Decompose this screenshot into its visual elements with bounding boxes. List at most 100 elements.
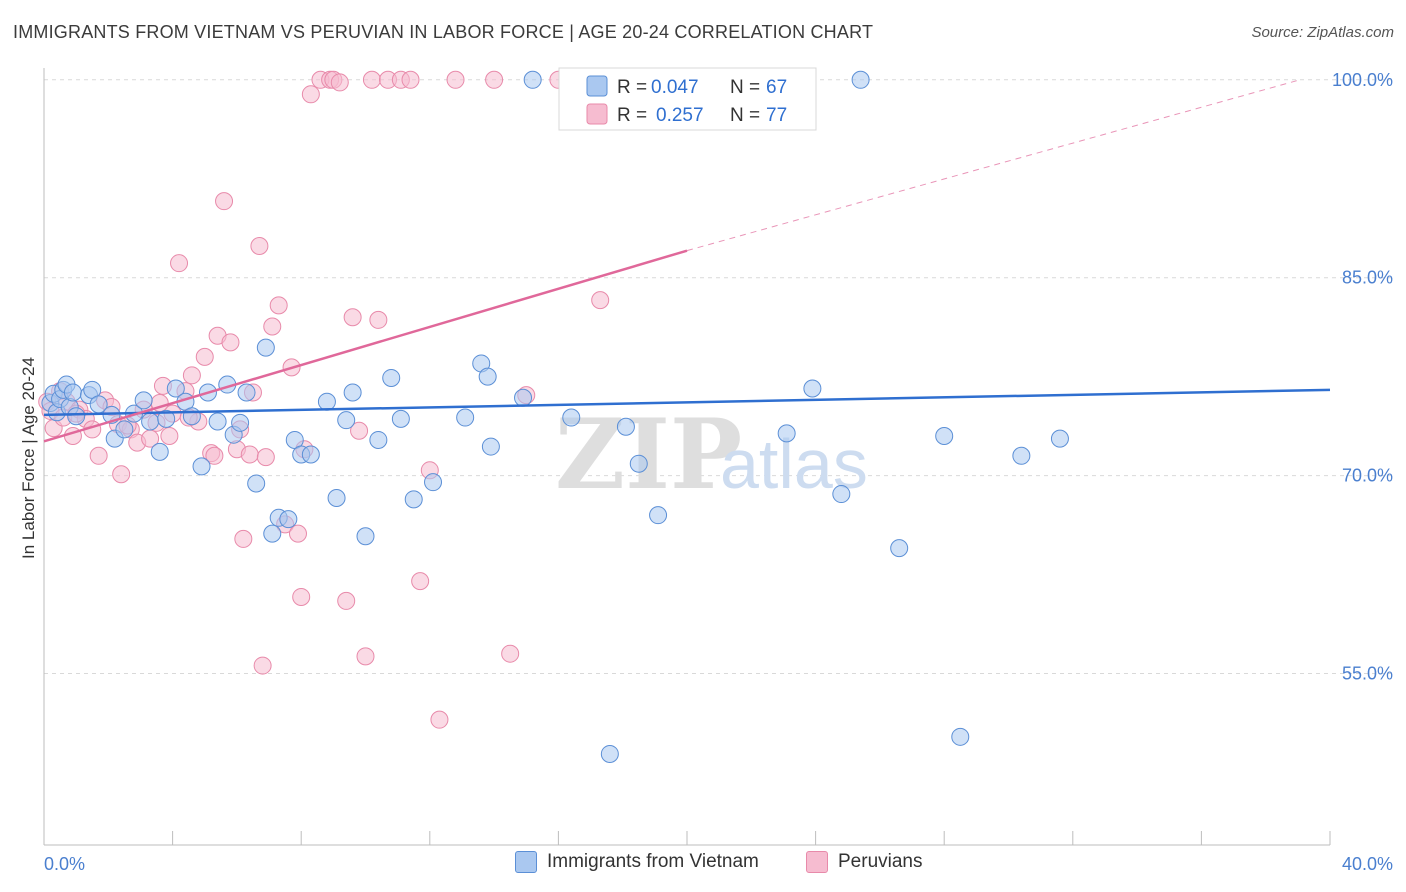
data-point-vietnam (404, 490, 423, 509)
data-point-peruvians (263, 317, 282, 336)
data-point-vietnam (337, 411, 356, 430)
data-point-vietnam (208, 412, 227, 431)
data-point-peruvians (485, 70, 504, 89)
data-point-peruvians (215, 192, 234, 211)
legend-r-value: 0.257 (656, 105, 704, 126)
data-point-vietnam (134, 391, 153, 410)
legend-swatch-peruvians (806, 851, 828, 873)
y-axis-label: In Labor Force | Age 20-24 (19, 357, 38, 559)
legend-n-value: 77 (766, 105, 787, 126)
data-point-vietnam (832, 485, 851, 504)
data-point-peruvians (292, 587, 311, 606)
legend-item-vietnam: Immigrants from Vietnam (515, 851, 759, 873)
data-point-vietnam (327, 489, 346, 508)
legend-swatch-vietnam (586, 75, 608, 97)
x-tick-labels: 0.0% 40.0% (44, 854, 1393, 874)
data-point-vietnam (247, 474, 266, 493)
data-point-vietnam (391, 409, 410, 428)
data-point-vietnam (629, 454, 648, 473)
data-point-peruvians (330, 73, 349, 92)
vietnam-points (41, 70, 1069, 763)
legend-r-label: R = (617, 77, 647, 98)
legend-label-vietnam: Immigrants from Vietnam (547, 851, 759, 872)
data-point-vietnam (141, 412, 160, 431)
data-point-peruvians (501, 644, 520, 663)
data-point-vietnam (63, 383, 82, 402)
data-point-vietnam (935, 427, 954, 446)
data-point-peruvians (195, 347, 214, 366)
y-tick-label: 100.0% (1332, 70, 1393, 90)
grid-lines (44, 79, 1392, 674)
data-point-peruvians (362, 70, 381, 89)
legend-swatch-vietnam (515, 851, 537, 873)
data-point-vietnam (1050, 429, 1069, 448)
data-point-vietnam (256, 338, 275, 357)
data-point-peruvians (269, 296, 288, 315)
data-point-vietnam (478, 367, 497, 386)
data-point-peruvians (301, 85, 320, 104)
data-point-vietnam (851, 70, 870, 89)
data-point-vietnam (301, 445, 320, 464)
data-point-vietnam (600, 744, 619, 763)
data-point-peruvians (369, 310, 388, 329)
data-point-peruvians (343, 308, 362, 327)
data-point-peruvians (288, 524, 307, 543)
data-point-vietnam (115, 420, 134, 439)
y-tick-label: 85.0% (1342, 268, 1393, 288)
trend-lines (43, 79, 1331, 443)
data-point-vietnam (192, 457, 211, 476)
y-tick-label: 55.0% (1342, 663, 1393, 683)
legend-item-peruvians: Peruvians (806, 851, 923, 873)
data-point-vietnam (523, 70, 542, 89)
chart-title: IMMIGRANTS FROM VIETNAM VS PERUVIAN IN L… (13, 22, 874, 42)
data-point-peruvians (256, 448, 275, 467)
data-point-vietnam (424, 473, 443, 492)
data-point-peruvians (250, 237, 269, 256)
data-point-vietnam (890, 539, 909, 558)
data-point-vietnam (356, 527, 375, 546)
data-point-vietnam (562, 408, 581, 427)
x-tick-label: 0.0% (44, 854, 85, 874)
data-point-vietnam (1012, 446, 1031, 465)
data-point-vietnam (649, 506, 668, 525)
data-point-peruvians (112, 465, 131, 484)
data-point-vietnam (456, 408, 475, 427)
data-point-peruvians (160, 427, 179, 446)
data-point-vietnam (150, 442, 169, 461)
data-point-vietnam (777, 424, 796, 443)
watermark-zip: ZIP (555, 398, 742, 511)
watermark: ZIP atlas (555, 398, 868, 511)
data-point-vietnam (514, 388, 533, 407)
bottom-legend: Immigrants from Vietnam Peruvians (0, 851, 1406, 881)
data-point-vietnam (279, 510, 298, 529)
source-label: Source: ZipAtlas.com (1251, 24, 1394, 41)
data-point-vietnam (343, 383, 362, 402)
data-point-peruvians (205, 446, 224, 465)
data-point-peruvians (411, 572, 430, 591)
data-point-vietnam (317, 392, 336, 411)
data-point-vietnam (166, 379, 185, 398)
data-point-peruvians (430, 710, 449, 729)
data-point-peruvians (240, 445, 259, 464)
data-point-vietnam (67, 407, 86, 426)
legend-swatch-peruvians (586, 103, 608, 125)
legend-r-value: 0.047 (651, 77, 699, 98)
axes (43, 68, 1331, 846)
trend-line-vietnam (43, 388, 1331, 417)
data-point-vietnam (382, 368, 401, 387)
data-point-vietnam (237, 383, 256, 402)
trend-line-peruvians (43, 249, 688, 443)
data-point-peruvians (170, 254, 189, 273)
data-point-peruvians (253, 656, 272, 675)
data-point-peruvians (591, 291, 610, 310)
legend-n-label: N = (730, 105, 760, 126)
data-point-vietnam (951, 727, 970, 746)
legend-n-label: N = (730, 77, 760, 98)
data-point-vietnam (182, 407, 201, 426)
y-tick-label: 70.0% (1342, 466, 1393, 486)
data-point-peruvians (89, 446, 108, 465)
data-point-vietnam (157, 409, 176, 428)
data-point-peruvians (356, 647, 375, 666)
data-point-vietnam (263, 524, 282, 543)
data-point-peruvians (337, 591, 356, 610)
